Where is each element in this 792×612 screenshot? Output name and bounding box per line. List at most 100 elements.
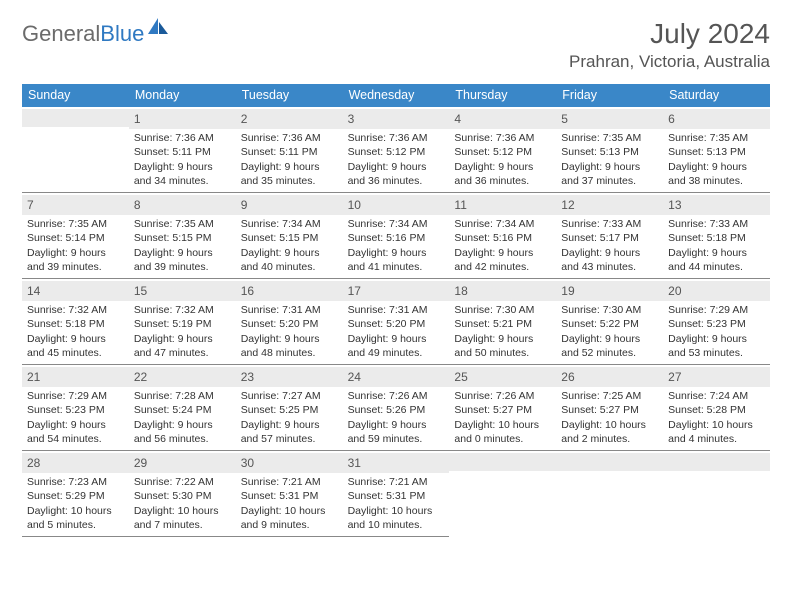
day-number-empty bbox=[663, 453, 770, 471]
calendar-cell: 24Sunrise: 7:26 AMSunset: 5:26 PMDayligh… bbox=[343, 365, 450, 451]
calendar-cell bbox=[556, 451, 663, 537]
day-number: 26 bbox=[556, 367, 663, 387]
sunset-line: Sunset: 5:23 PM bbox=[668, 317, 765, 331]
daylight-line: Daylight: 9 hours and 52 minutes. bbox=[561, 332, 658, 360]
sunset-line: Sunset: 5:27 PM bbox=[454, 403, 551, 417]
month-title: July 2024 bbox=[569, 18, 770, 50]
day-number: 12 bbox=[556, 195, 663, 215]
day-number: 6 bbox=[663, 109, 770, 129]
sunrise-line: Sunrise: 7:34 AM bbox=[241, 217, 338, 231]
sunset-line: Sunset: 5:11 PM bbox=[241, 145, 338, 159]
day-number: 28 bbox=[22, 453, 129, 473]
day-number: 31 bbox=[343, 453, 450, 473]
sunrise-line: Sunrise: 7:32 AM bbox=[27, 303, 124, 317]
sunrise-line: Sunrise: 7:28 AM bbox=[134, 389, 231, 403]
sunset-line: Sunset: 5:17 PM bbox=[561, 231, 658, 245]
sunrise-line: Sunrise: 7:27 AM bbox=[241, 389, 338, 403]
calendar-cell: 8Sunrise: 7:35 AMSunset: 5:15 PMDaylight… bbox=[129, 193, 236, 279]
calendar-cell: 19 Sunrise: 7:30 AMSunset: 5:22 PMDayligh… bbox=[556, 279, 663, 365]
daylight-line: Daylight: 10 hours and 10 minutes. bbox=[348, 504, 445, 532]
calendar-cell: 30Sunrise: 7:21 AMSunset: 5:31 PMDayligh… bbox=[236, 451, 343, 537]
daylight-line: Daylight: 9 hours and 38 minutes. bbox=[668, 160, 765, 188]
sunset-line: Sunset: 5:27 PM bbox=[561, 403, 658, 417]
day-number-empty bbox=[22, 109, 129, 127]
sunset-line: Sunset: 5:16 PM bbox=[454, 231, 551, 245]
sunrise-line: Sunrise: 7:30 AM bbox=[561, 303, 658, 317]
daylight-line: Daylight: 9 hours and 48 minutes. bbox=[241, 332, 338, 360]
weekday-header-cell: Wednesday bbox=[343, 84, 450, 107]
sunrise-line: Sunrise: 7:31 AM bbox=[241, 303, 338, 317]
day-number: 29 bbox=[129, 453, 236, 473]
sunrise-line: Sunrise: 7:36 AM bbox=[454, 131, 551, 145]
sunset-line: Sunset: 5:24 PM bbox=[134, 403, 231, 417]
calendar-cell: 10Sunrise: 7:34 AMSunset: 5:16 PMDayligh… bbox=[343, 193, 450, 279]
daylight-line: Daylight: 9 hours and 43 minutes. bbox=[561, 246, 658, 274]
calendar-cell: 31Sunrise: 7:21 AMSunset: 5:31 PMDayligh… bbox=[343, 451, 450, 537]
day-number: 18 bbox=[449, 281, 556, 301]
daylight-line: Daylight: 10 hours and 0 minutes. bbox=[454, 418, 551, 446]
sunset-line: Sunset: 5:31 PM bbox=[348, 489, 445, 503]
sunrise-line: Sunrise: 7:30 AM bbox=[454, 303, 551, 317]
daylight-line: Daylight: 9 hours and 39 minutes. bbox=[134, 246, 231, 274]
sunrise-line: Sunrise: 7:35 AM bbox=[134, 217, 231, 231]
day-number: 25 bbox=[449, 367, 556, 387]
daylight-line: Daylight: 9 hours and 36 minutes. bbox=[348, 160, 445, 188]
sunset-line: Sunset: 5:21 PM bbox=[454, 317, 551, 331]
calendar-cell: 29Sunrise: 7:22 AMSunset: 5:30 PMDayligh… bbox=[129, 451, 236, 537]
sunrise-line: Sunrise: 7:25 AM bbox=[561, 389, 658, 403]
daylight-line: Daylight: 9 hours and 59 minutes. bbox=[348, 418, 445, 446]
daylight-line: Daylight: 9 hours and 41 minutes. bbox=[348, 246, 445, 274]
calendar-cell bbox=[22, 107, 129, 193]
day-number: 3 bbox=[343, 109, 450, 129]
day-number: 15 bbox=[129, 281, 236, 301]
calendar-cell: 27Sunrise: 7:24 AMSunset: 5:28 PMDayligh… bbox=[663, 365, 770, 451]
sunset-line: Sunset: 5:19 PM bbox=[134, 317, 231, 331]
calendar-cell: 12 Sunrise: 7:33 AMSunset: 5:17 PMDayligh… bbox=[556, 193, 663, 279]
sunrise-line: Sunrise: 7:23 AM bbox=[27, 475, 124, 489]
day-number: 10 bbox=[343, 195, 450, 215]
daylight-line: Daylight: 10 hours and 4 minutes. bbox=[668, 418, 765, 446]
daylight-line: Daylight: 9 hours and 36 minutes. bbox=[454, 160, 551, 188]
sunrise-line: Sunrise: 7:33 AM bbox=[668, 217, 765, 231]
day-number: 21 bbox=[22, 367, 129, 387]
logo-sail-icon bbox=[148, 18, 170, 41]
sunrise-line: Sunrise: 7:36 AM bbox=[134, 131, 231, 145]
weekday-header-cell: Sunday bbox=[22, 84, 129, 107]
sunset-line: Sunset: 5:13 PM bbox=[668, 145, 765, 159]
calendar-cell: 7Sunrise: 7:35 AMSunset: 5:14 PMDaylight… bbox=[22, 193, 129, 279]
sunset-line: Sunset: 5:20 PM bbox=[348, 317, 445, 331]
calendar-cell bbox=[449, 451, 556, 537]
day-number-empty bbox=[556, 453, 663, 471]
sunset-line: Sunset: 5:23 PM bbox=[27, 403, 124, 417]
sunset-line: Sunset: 5:22 PM bbox=[561, 317, 658, 331]
day-number: 19 bbox=[556, 281, 663, 301]
weekday-header-cell: Friday bbox=[556, 84, 663, 107]
daylight-line: Daylight: 9 hours and 35 minutes. bbox=[241, 160, 338, 188]
sunrise-line: Sunrise: 7:22 AM bbox=[134, 475, 231, 489]
sunset-line: Sunset: 5:28 PM bbox=[668, 403, 765, 417]
daylight-line: Daylight: 9 hours and 47 minutes. bbox=[134, 332, 231, 360]
sunset-line: Sunset: 5:15 PM bbox=[134, 231, 231, 245]
calendar-cell: 5Sunrise: 7:35 AMSunset: 5:13 PMDaylight… bbox=[556, 107, 663, 193]
daylight-line: Daylight: 9 hours and 39 minutes. bbox=[27, 246, 124, 274]
calendar-cell bbox=[663, 451, 770, 537]
day-number: 14 bbox=[22, 281, 129, 301]
daylight-line: Daylight: 9 hours and 49 minutes. bbox=[348, 332, 445, 360]
sunset-line: Sunset: 5:12 PM bbox=[348, 145, 445, 159]
day-number: 5 bbox=[556, 109, 663, 129]
calendar-cell: 21Sunrise: 7:29 AMSunset: 5:23 PMDayligh… bbox=[22, 365, 129, 451]
sunset-line: Sunset: 5:16 PM bbox=[348, 231, 445, 245]
daylight-line: Daylight: 10 hours and 9 minutes. bbox=[241, 504, 338, 532]
logo: GeneralBlue bbox=[22, 18, 170, 49]
calendar-cell: 26Sunrise: 7:25 AMSunset: 5:27 PMDayligh… bbox=[556, 365, 663, 451]
weekday-header-cell: Monday bbox=[129, 84, 236, 107]
day-number: 22 bbox=[129, 367, 236, 387]
day-number: 24 bbox=[343, 367, 450, 387]
sunset-line: Sunset: 5:20 PM bbox=[241, 317, 338, 331]
calendar-cell: 3Sunrise: 7:36 AMSunset: 5:12 PMDaylight… bbox=[343, 107, 450, 193]
day-number: 9 bbox=[236, 195, 343, 215]
day-number-empty bbox=[449, 453, 556, 471]
logo-text-blue: Blue bbox=[100, 21, 144, 47]
calendar-cell: 25Sunrise: 7:26 AMSunset: 5:27 PMDayligh… bbox=[449, 365, 556, 451]
sunrise-line: Sunrise: 7:33 AM bbox=[561, 217, 658, 231]
